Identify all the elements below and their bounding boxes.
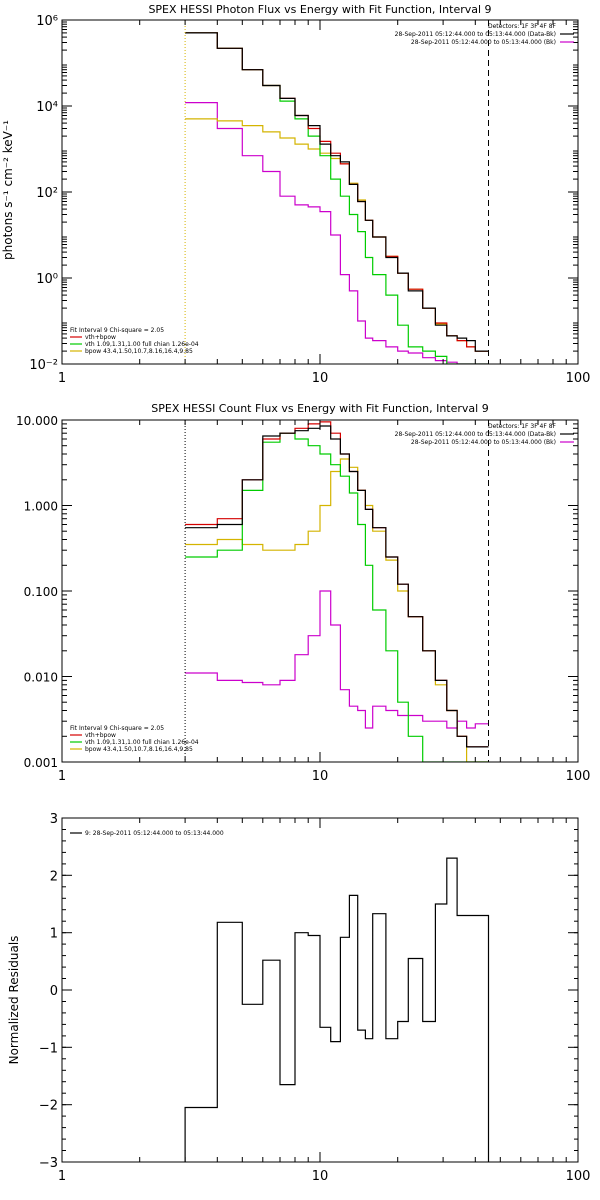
y-tick-label: 10⁴ bbox=[36, 100, 58, 115]
legend-right-text: Detectors: 1F 3F 4F 8F bbox=[488, 23, 557, 30]
legend-right-text: 28-Sep-2011 05:12:44.000 to 05:13:44.000… bbox=[411, 439, 556, 446]
y-tick-label: 1.000 bbox=[24, 500, 58, 514]
legend-left-text: bpow 43.4,1.50,10.7,8.16,16.4,9.85 bbox=[85, 746, 193, 753]
series-vth-bpow bbox=[185, 421, 489, 748]
legend-left-text: vth 1.09,1.31,1.00 full chian 1.26e-04 bbox=[85, 739, 199, 746]
series-vth bbox=[185, 32, 489, 364]
series-9-28-sep-2011-05-12-44-000-to-05-13-44-000 bbox=[184, 857, 490, 1162]
photon-flux-title: SPEX HESSI Photon Flux vs Energy with Fi… bbox=[148, 3, 491, 16]
residuals-ylabel: Normalized Residuals bbox=[7, 936, 21, 1065]
y-tick-label: −1 bbox=[39, 1041, 58, 1056]
x-tick-label: 100 bbox=[566, 1169, 591, 1184]
x-tick-label: 1 bbox=[58, 1169, 66, 1184]
y-tick-label: 2 bbox=[50, 869, 58, 884]
x-tick-label: 100 bbox=[566, 769, 591, 784]
photon-flux-panel: SPEX HESSI Photon Flux vs Energy with Fi… bbox=[1, 3, 590, 386]
y-tick-label: 10⁻² bbox=[29, 358, 58, 373]
series-data-bk bbox=[185, 32, 489, 352]
x-tick-label: 10 bbox=[312, 371, 329, 386]
y-tick-label: 1 bbox=[50, 927, 58, 942]
y-tick-label: 0.010 bbox=[24, 671, 58, 685]
series-data-bk bbox=[185, 425, 489, 748]
legend-right-text: 28-Sep-2011 05:12:44.000 to 05:13:44.000… bbox=[395, 431, 556, 438]
count-flux-panel: SPEX HESSI Count Flux vs Energy with Fit… bbox=[16, 402, 590, 784]
series-vth-bpow bbox=[185, 32, 489, 352]
x-tick-label: 10 bbox=[312, 769, 329, 784]
legend-left-text: 9: 28-Sep-2011 05:12:44.000 to 05:13:44.… bbox=[85, 830, 224, 837]
y-tick-label: 0.001 bbox=[24, 756, 58, 770]
legend-left-text: bpow 43.4,1.50,10.7,8.16,16.4,9.85 bbox=[85, 348, 193, 355]
y-tick-label: 10⁶ bbox=[36, 14, 58, 29]
legend-right-text: 28-Sep-2011 05:12:44.000 to 05:13:44.000… bbox=[395, 31, 556, 38]
x-tick-label: 100 bbox=[566, 371, 591, 386]
y-tick-label: −2 bbox=[39, 1099, 58, 1114]
y-tick-label: 0 bbox=[50, 984, 58, 999]
y-tick-label: 0.100 bbox=[24, 585, 58, 599]
plot-frame bbox=[61, 19, 579, 365]
legend-left-text: Fit Interval 9 Chi-square = 2.05 bbox=[70, 725, 164, 732]
series-bk bbox=[185, 590, 489, 729]
y-tick-label: 10² bbox=[36, 186, 58, 201]
plot-area bbox=[184, 857, 490, 1162]
y-tick-label: 10⁰ bbox=[36, 272, 58, 287]
series-vth bbox=[185, 432, 489, 762]
photon-flux-ylabel: photons s⁻¹ cm⁻² keV⁻¹ bbox=[1, 120, 15, 260]
series-bpow bbox=[185, 458, 489, 762]
legend-right-text: Detectors: 1F 3F 4F 8F bbox=[488, 423, 557, 430]
y-tick-label: −3 bbox=[39, 1156, 58, 1171]
y-tick-label: 10.000 bbox=[16, 414, 58, 428]
residuals-panel: Normalized Residuals 1 10 100 −3 −2 −1 0 1 2 3 9: … bbox=[7, 812, 590, 1184]
count-flux-title: SPEX HESSI Count Flux vs Energy with Fit… bbox=[151, 402, 488, 415]
plot-area bbox=[185, 32, 489, 364]
x-tick-label: 1 bbox=[58, 371, 66, 386]
series-bk bbox=[185, 102, 489, 364]
legend-right-text: 28-Sep-2011 05:12:44.000 to 05:13:44.000… bbox=[411, 39, 556, 46]
plot-area bbox=[185, 421, 489, 762]
legend-left-text: vth+bpow bbox=[85, 334, 116, 341]
legend-left-text: vth 1.09,1.31,1.00 full chian 1.26e-04 bbox=[85, 341, 199, 348]
legend-left-text: Fit Interval 9 Chi-square = 2.05 bbox=[70, 327, 164, 334]
y-tick-label: 3 bbox=[50, 812, 58, 827]
x-tick-label: 10 bbox=[312, 1169, 329, 1184]
x-tick-label: 1 bbox=[58, 769, 66, 784]
legend-left-text: vth+bpow bbox=[85, 732, 116, 739]
